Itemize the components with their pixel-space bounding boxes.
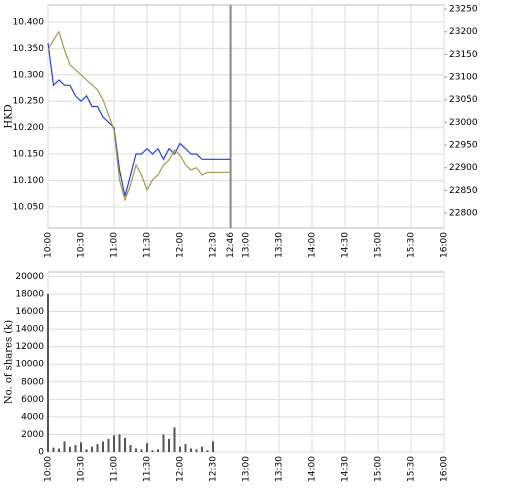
volume-bar <box>118 434 121 452</box>
x-tick-label: 11:00 <box>110 232 120 258</box>
volume-bar <box>212 441 214 452</box>
x-tick-label: 13:00 <box>242 232 252 258</box>
x-tick-label: 10:30 <box>77 456 87 482</box>
x-tick-label: 12:30 <box>209 456 219 482</box>
y-tick-label: 10.400 <box>13 17 45 27</box>
volume-bar <box>58 448 60 452</box>
volume-bar <box>91 446 93 452</box>
x-tick-label: 11:30 <box>143 232 153 258</box>
y2-tick-label: 22950 <box>449 141 478 151</box>
x-tick-label: 14:30 <box>341 456 351 482</box>
x-tick-label: 12:00 <box>176 232 186 258</box>
y2-tick-label: 23100 <box>449 73 478 83</box>
volume-bar <box>113 435 115 452</box>
x-tick-label: 12:00 <box>176 456 186 482</box>
x-tick-label: 11:30 <box>143 456 153 482</box>
volume-bar <box>63 441 66 452</box>
y2-tick-label: 22850 <box>449 186 478 196</box>
volume-bar <box>129 444 132 452</box>
x-tick-label: 12:46 <box>226 232 236 258</box>
y2-tick-label: 22800 <box>449 209 478 219</box>
x-tick-label: 16:00 <box>440 232 450 258</box>
volume-bar <box>52 447 55 452</box>
price-line <box>47 30 231 202</box>
y-tick-label: 14000 <box>15 325 44 335</box>
y-tick-label: 10000 <box>15 360 44 370</box>
x-tick-label: 12:30 <box>209 232 219 258</box>
x-tick-label: 13:30 <box>275 456 285 482</box>
y-tick-label: 10.250 <box>13 97 45 107</box>
volume-bar <box>74 444 77 452</box>
y-tick-label: 0 <box>38 448 44 458</box>
volume-bar <box>135 448 137 452</box>
y-tick-label: 6000 <box>21 395 44 405</box>
y-tick-label: 10.200 <box>13 123 45 133</box>
y2-tick-label: 23050 <box>449 95 478 105</box>
x-tick-label: 16:00 <box>440 456 450 482</box>
x-tick-label: 11:00 <box>110 456 120 482</box>
y-tick-label: 10.100 <box>13 176 45 186</box>
y-axis-title: HKD <box>4 104 15 128</box>
volume-bar <box>190 448 192 452</box>
x-tick-label: 15:30 <box>407 456 417 482</box>
y-tick-label: 18000 <box>15 289 44 299</box>
volume-bar <box>140 449 143 452</box>
y-axis-title: No. of shares (k) <box>4 320 15 404</box>
y-tick-label: 10.350 <box>13 44 45 54</box>
y-tick-label: 10.050 <box>13 202 45 212</box>
x-tick-label: 14:00 <box>308 456 318 482</box>
volume-bar <box>206 450 209 452</box>
volume-bar <box>151 450 154 452</box>
volume-bar <box>146 443 148 452</box>
volume-bar <box>47 293 49 452</box>
y-tick-label: 10.150 <box>13 150 45 160</box>
volume-bar <box>69 446 71 452</box>
volume-bar <box>124 437 126 452</box>
y2-tick-label: 23150 <box>449 50 478 60</box>
volume-bar <box>107 438 110 452</box>
volume-bar <box>85 449 88 452</box>
y2-tick-label: 22900 <box>449 163 478 173</box>
y-tick-label: 20000 <box>15 272 44 282</box>
x-tick-label: 14:00 <box>308 232 318 258</box>
x-tick-label: 15:00 <box>374 232 384 258</box>
x-tick-label: 13:30 <box>275 232 285 258</box>
price-line <box>47 42 231 197</box>
volume-bar <box>195 449 198 452</box>
y-tick-label: 8000 <box>21 377 44 387</box>
x-tick-label: 10:00 <box>44 232 54 258</box>
y-tick-label: 2000 <box>21 430 44 440</box>
x-tick-label: 10:00 <box>44 456 54 482</box>
volume-bar <box>162 434 165 452</box>
x-tick-label: 15:30 <box>407 232 417 258</box>
volume-bar <box>168 438 170 452</box>
y-tick-label: 16000 <box>15 307 44 317</box>
volume-bar <box>96 444 99 452</box>
y-tick-label: 4000 <box>21 412 44 422</box>
y-tick-label: 10.300 <box>13 70 45 80</box>
volume-bar <box>157 449 159 452</box>
y-tick-label: 12000 <box>15 342 44 352</box>
x-tick-label: 15:00 <box>374 456 384 482</box>
volume-bar <box>80 442 82 452</box>
x-tick-label: 14:30 <box>341 232 351 258</box>
y2-tick-label: 23200 <box>449 27 478 37</box>
y2-tick-label: 23250 <box>449 5 478 15</box>
y2-tick-label: 23000 <box>449 118 478 128</box>
volume-bar <box>184 444 187 452</box>
volume-bar <box>201 446 203 452</box>
x-tick-label: 13:00 <box>242 456 252 482</box>
volume-bar <box>102 441 104 452</box>
volume-bar <box>173 427 176 452</box>
x-tick-label: 10:30 <box>77 232 87 258</box>
volume-bar <box>179 446 181 452</box>
